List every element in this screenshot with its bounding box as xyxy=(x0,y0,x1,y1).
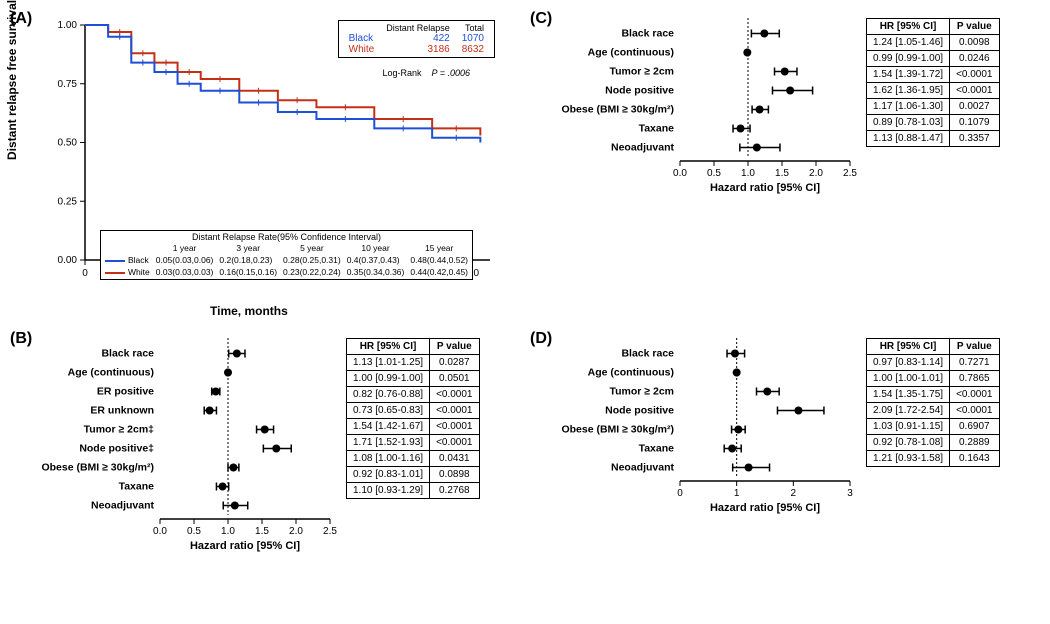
svg-text:0: 0 xyxy=(82,268,88,279)
svg-text:Black race: Black race xyxy=(621,28,674,40)
svg-text:Black race: Black race xyxy=(621,348,674,360)
svg-text:Node positive‡: Node positive‡ xyxy=(79,443,154,455)
svg-text:Neoadjuvant: Neoadjuvant xyxy=(611,462,675,474)
svg-text:Tumor ≥ 2cm: Tumor ≥ 2cm xyxy=(610,66,675,78)
svg-text:0.25: 0.25 xyxy=(58,196,78,207)
svg-text:0.5: 0.5 xyxy=(707,168,721,179)
svg-text:Age (continuous): Age (continuous) xyxy=(588,47,674,59)
svg-text:Hazard ratio [95% CI]: Hazard ratio [95% CI] xyxy=(710,502,820,514)
panel-c: (C) Black raceAge (continuous)Tumor ≥ 2c… xyxy=(530,10,1040,320)
svg-text:1: 1 xyxy=(734,488,740,499)
svg-text:Obese (BMI ≥ 30kg/m²): Obese (BMI ≥ 30kg/m²) xyxy=(561,424,674,436)
svg-text:Tumor ≥ 2cm: Tumor ≥ 2cm xyxy=(610,386,675,398)
svg-text:ER unknown: ER unknown xyxy=(90,405,154,417)
svg-text:3: 3 xyxy=(847,488,853,499)
panel-d: (D) Black raceAge (continuous)Tumor ≥ 2c… xyxy=(530,330,1040,560)
svg-text:0.5: 0.5 xyxy=(187,526,201,537)
forest-table-c: HR [95% CI]P value1.24 [1.05-1.46]0.0098… xyxy=(866,18,1000,147)
svg-text:0.0: 0.0 xyxy=(153,526,167,537)
svg-text:Hazard ratio [95% CI]: Hazard ratio [95% CI] xyxy=(190,540,300,552)
panel-a: (A) Distant relapse free survival 050100… xyxy=(10,10,510,320)
forest-plot-d: Black race Age (continuous) Tumor ≥ 2cm Nod… xyxy=(530,330,860,517)
svg-text:2.0: 2.0 xyxy=(289,526,303,537)
svg-text:Obese (BMI ≥ 30kg/m²): Obese (BMI ≥ 30kg/m²) xyxy=(41,462,154,474)
forest-table-b: HR [95% CI]P value1.13 [1.01-1.25]0.0287… xyxy=(346,338,480,499)
svg-text:2.0: 2.0 xyxy=(809,168,823,179)
svg-text:1.0: 1.0 xyxy=(741,168,755,179)
svg-text:1.5: 1.5 xyxy=(775,168,789,179)
forest-plot-b: Black race Age (continuous) ER positive ER … xyxy=(10,330,340,555)
svg-text:Taxane: Taxane xyxy=(639,443,675,455)
svg-text:0.00: 0.00 xyxy=(58,255,78,266)
svg-text:1.0: 1.0 xyxy=(221,526,235,537)
svg-text:ER positive: ER positive xyxy=(97,386,154,398)
svg-text:Obese (BMI ≥ 30kg/m²): Obese (BMI ≥ 30kg/m²) xyxy=(561,104,674,116)
svg-text:0: 0 xyxy=(677,488,683,499)
svg-text:Node positive: Node positive xyxy=(605,85,674,97)
svg-text:Taxane: Taxane xyxy=(119,481,155,493)
forest-table-d: HR [95% CI]P value0.97 [0.83-1.14]0.7271… xyxy=(866,338,1000,467)
svg-text:Age (continuous): Age (continuous) xyxy=(68,367,154,379)
svg-text:Node positive: Node positive xyxy=(605,405,674,417)
logrank-p: P = .0006 xyxy=(432,68,470,78)
panel-a-ylabel: Distant relapse free survival xyxy=(5,0,19,160)
svg-text:2.5: 2.5 xyxy=(323,526,337,537)
svg-text:0.75: 0.75 xyxy=(58,79,78,90)
svg-text:Black race: Black race xyxy=(101,348,154,360)
figure-grid: (A) Distant relapse free survival 050100… xyxy=(10,10,1040,560)
panel-a-xlabel: Time, months xyxy=(210,304,288,318)
svg-text:Tumor ≥ 2cm‡: Tumor ≥ 2cm‡ xyxy=(84,424,154,436)
svg-text:Neoadjuvant: Neoadjuvant xyxy=(611,142,675,154)
svg-text:2: 2 xyxy=(791,488,797,499)
km-legend: Distant RelapseTotalBlack4221070White318… xyxy=(338,20,495,58)
svg-text:Taxane: Taxane xyxy=(639,123,675,135)
logrank-text: Log-Rank P = .0006 xyxy=(383,68,471,78)
svg-text:0.0: 0.0 xyxy=(673,168,687,179)
svg-text:Hazard ratio [95% CI]: Hazard ratio [95% CI] xyxy=(710,182,820,194)
svg-text:1.5: 1.5 xyxy=(255,526,269,537)
svg-text:1.00: 1.00 xyxy=(58,20,78,31)
svg-text:2.5: 2.5 xyxy=(843,168,857,179)
svg-text:Neoadjuvant: Neoadjuvant xyxy=(91,500,155,512)
svg-text:0.50: 0.50 xyxy=(58,138,78,149)
forest-plot-c: Black race Age (continuous) Tumor ≥ 2cm Nod… xyxy=(530,10,860,197)
km-rate-box: Distant Relapse Rate(95% Confidence Inte… xyxy=(100,230,473,280)
logrank-label: Log-Rank xyxy=(383,68,422,78)
panel-b: (B) Black raceAge (continuous)ER positiv… xyxy=(10,330,520,560)
svg-text:Age (continuous): Age (continuous) xyxy=(588,367,674,379)
